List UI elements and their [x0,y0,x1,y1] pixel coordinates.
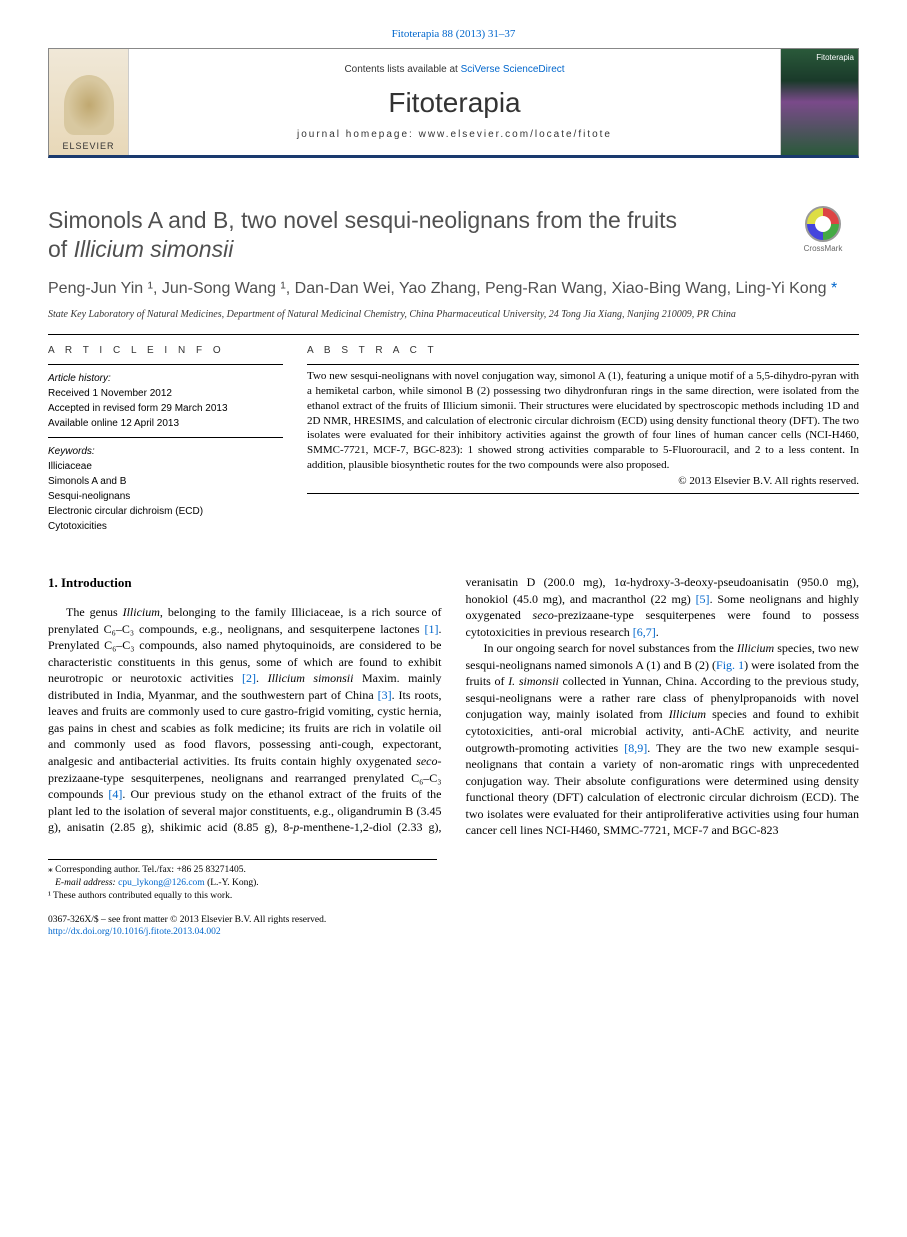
abstract-bottom-divider [307,493,859,494]
online-date: Available online 12 April 2013 [48,418,179,429]
homepage-line: journal homepage: www.elsevier.com/locat… [297,129,612,140]
keyword: Cytotoxicities [48,521,107,532]
authors: Peng-Jun Yin ¹, Jun-Song Wang ¹, Dan-Dan… [48,278,859,300]
authors-list: Peng-Jun Yin ¹, Jun-Song Wang ¹, Dan-Dan… [48,280,831,297]
elsevier-label: ELSEVIER [62,141,114,151]
elsevier-logo: ELSEVIER [49,49,129,155]
sciencedirect-link[interactable]: SciVerse ScienceDirect [461,64,565,75]
keyword: Sesqui-neolignans [48,491,130,502]
ref-link[interactable]: [3] [378,688,392,702]
intro-paragraph-2: In our ongoing search for novel substanc… [466,640,860,839]
contents-line: Contents lists available at SciVerse Sci… [344,64,564,75]
ref-link[interactable]: [2] [242,671,256,685]
corresponding-asterisk: * [831,280,837,297]
title-line1: Simonols A and B, two novel sesqui-neoli… [48,207,677,233]
keyword: Electronic circular dichroism (ECD) [48,506,203,517]
footer: 0367-326X/$ – see front matter © 2013 El… [48,914,859,939]
contents-prefix: Contents lists available at [344,64,460,75]
keywords-label: Keywords: [48,446,95,457]
ref-link[interactable]: [4] [108,787,122,801]
abstract-label: A B S T R A C T [307,345,859,356]
copyright: © 2013 Elsevier B.V. All rights reserved… [307,475,859,487]
email-footnote: E-mail address: cpu_lykong@126.com (L.-Y… [48,877,437,890]
keyword: Simonols A and B [48,476,126,487]
contrib-footnote: ¹ These authors contributed equally to t… [48,890,437,903]
received-date: Received 1 November 2012 [48,388,172,399]
crossmark-icon [805,206,841,242]
ref-link[interactable]: [8,9] [624,741,647,755]
corresponding-footnote: ⁎ Corresponding author. Tel./fax: +86 25… [48,864,437,877]
history-label: Article history: [48,373,111,384]
homepage-url[interactable]: www.elsevier.com/locate/fitote [419,129,612,140]
crossmark-label: CrossMark [804,244,843,253]
journal-cover-thumb: Fitoterapia [780,49,858,155]
cover-label: Fitoterapia [816,53,854,62]
keyword: Illiciaceae [48,461,92,472]
keywords-block: Keywords: Illiciaceae Simonols A and B S… [48,444,283,534]
info-divider [48,437,283,438]
intro-heading: 1. Introduction [48,574,442,592]
journal-header: ELSEVIER Contents lists available at Sci… [48,48,859,158]
ref-link[interactable]: [5] [696,592,710,606]
title-line2-italic: Illicium simonsii [74,236,234,262]
article-info-label: A R T I C L E I N F O [48,345,283,356]
citation: Fitoterapia 88 (2013) 31–37 [48,28,859,40]
article-info-column: A R T I C L E I N F O Article history: R… [48,335,283,540]
title-line2-prefix: of [48,236,74,262]
homepage-prefix: journal homepage: [297,129,419,140]
fig-link[interactable]: Fig. 1 [716,658,744,672]
ref-link[interactable]: [6,7] [633,625,656,639]
doi-link[interactable]: http://dx.doi.org/10.1016/j.fitote.2013.… [48,927,221,937]
email-link[interactable]: cpu_lykong@126.com [118,878,205,888]
affiliation: State Key Laboratory of Natural Medicine… [48,309,859,320]
crossmark-badge[interactable]: CrossMark [787,206,859,253]
abstract-divider [307,364,859,365]
journal-name: Fitoterapia [388,87,520,119]
ref-link[interactable]: [1] [425,622,439,636]
article-history: Article history: Received 1 November 201… [48,371,283,431]
abstract-column: A B S T R A C T Two new sesqui-neolignan… [307,335,859,540]
article-title: Simonols A and B, two novel sesqui-neoli… [48,206,787,264]
accepted-date: Accepted in revised form 29 March 2013 [48,403,228,414]
front-matter: 0367-326X/$ – see front matter © 2013 El… [48,914,859,926]
abstract-text: Two new sesqui-neolignans with novel con… [307,369,859,473]
header-center: Contents lists available at SciVerse Sci… [129,49,780,155]
body-text: 1. Introduction The genus Illicium, belo… [48,574,859,839]
footnotes: ⁎ Corresponding author. Tel./fax: +86 25… [48,859,437,904]
info-divider [48,364,283,365]
elsevier-tree-icon [64,75,114,135]
